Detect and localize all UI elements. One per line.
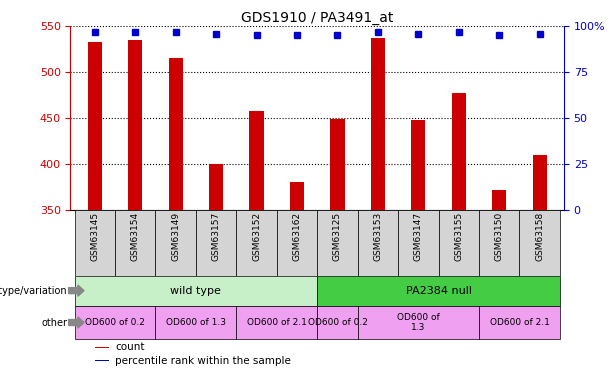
Bar <box>357 210 398 276</box>
Text: GSM63152: GSM63152 <box>252 212 261 261</box>
Bar <box>75 210 115 276</box>
Bar <box>156 210 196 276</box>
Text: OD600 of 0.2: OD600 of 0.2 <box>85 318 145 327</box>
Text: GSM63149: GSM63149 <box>171 212 180 261</box>
Text: OD600 of 2.1: OD600 of 2.1 <box>490 318 549 327</box>
Bar <box>330 119 345 210</box>
Bar <box>479 306 560 339</box>
Bar <box>209 164 223 210</box>
Bar <box>452 93 466 210</box>
Text: other: other <box>42 318 67 327</box>
Title: GDS1910 / PA3491_at: GDS1910 / PA3491_at <box>241 11 394 25</box>
Text: PA2384 null: PA2384 null <box>406 286 471 296</box>
Bar <box>277 210 318 276</box>
Bar <box>438 210 479 276</box>
Bar <box>357 306 479 339</box>
Bar <box>371 38 385 210</box>
Bar <box>318 306 357 339</box>
Text: OD600 of 0.2: OD600 of 0.2 <box>308 318 367 327</box>
Text: GSM63145: GSM63145 <box>90 212 99 261</box>
Bar <box>237 306 318 339</box>
Bar <box>519 210 560 276</box>
Text: GSM63153: GSM63153 <box>373 212 383 261</box>
Text: GSM63158: GSM63158 <box>535 212 544 261</box>
Bar <box>75 306 156 339</box>
Bar <box>290 183 304 210</box>
Bar <box>128 40 142 210</box>
Text: OD600 of 1.3: OD600 of 1.3 <box>166 318 226 327</box>
Text: GSM63154: GSM63154 <box>131 212 140 261</box>
Bar <box>115 210 156 276</box>
Text: OD600 of 2.1: OD600 of 2.1 <box>247 318 306 327</box>
Text: percentile rank within the sample: percentile rank within the sample <box>115 356 291 366</box>
Text: wild type: wild type <box>170 286 221 296</box>
Text: GSM63162: GSM63162 <box>292 212 302 261</box>
Text: GSM63155: GSM63155 <box>454 212 463 261</box>
Text: GSM63125: GSM63125 <box>333 212 342 261</box>
Text: count: count <box>115 342 145 352</box>
Bar <box>95 347 109 348</box>
Bar <box>492 190 506 210</box>
Bar <box>237 210 277 276</box>
Text: GSM63147: GSM63147 <box>414 212 423 261</box>
Bar <box>398 210 438 276</box>
Text: OD600 of
1.3: OD600 of 1.3 <box>397 313 440 332</box>
Bar <box>95 360 109 362</box>
Bar <box>196 210 237 276</box>
Bar <box>318 276 560 306</box>
Bar <box>249 111 264 210</box>
Bar <box>156 306 237 339</box>
Bar <box>318 210 357 276</box>
Bar <box>88 42 102 210</box>
Bar <box>479 210 519 276</box>
Text: GSM63150: GSM63150 <box>495 212 504 261</box>
Bar <box>411 120 425 210</box>
Text: genotype/variation: genotype/variation <box>0 286 67 296</box>
Bar <box>169 58 183 210</box>
Bar <box>533 155 547 210</box>
Text: GSM63157: GSM63157 <box>211 212 221 261</box>
Bar <box>75 276 318 306</box>
